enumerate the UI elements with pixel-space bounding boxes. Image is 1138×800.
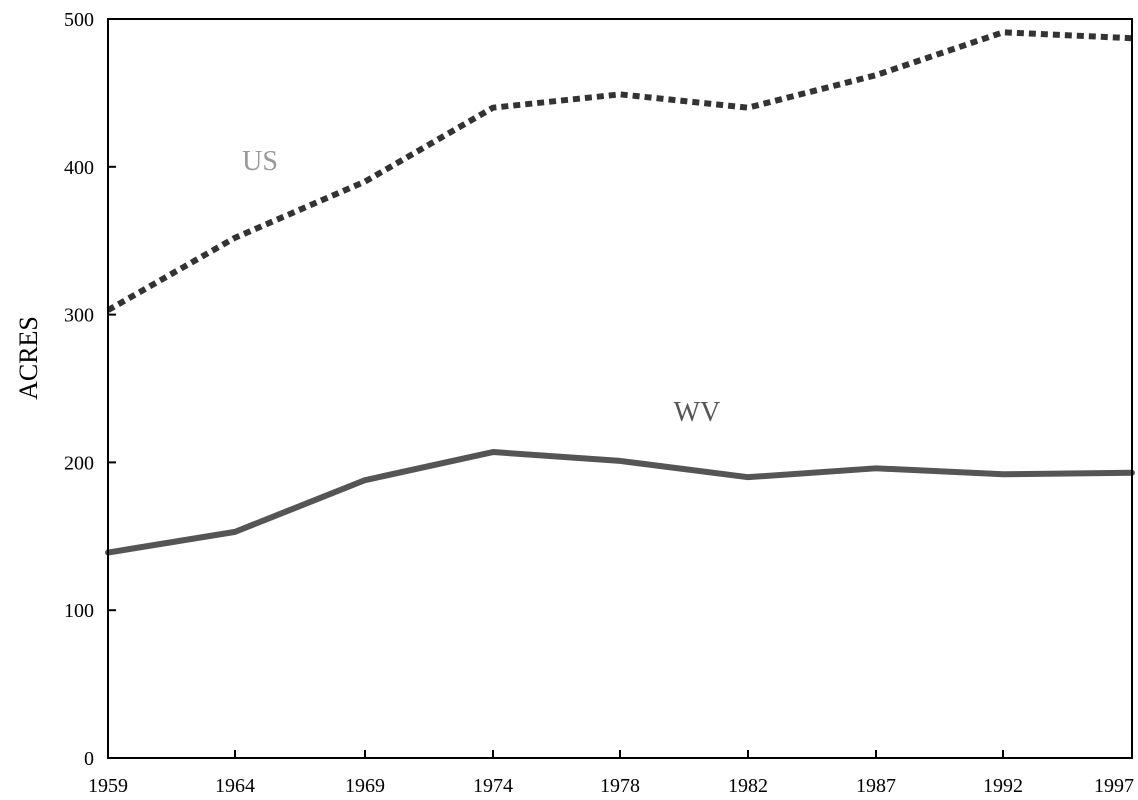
y-axis-title: ACRES — [14, 316, 43, 400]
x-tick-label: 1964 — [215, 775, 255, 797]
series-line-us — [106, 29, 1133, 313]
x-tick-label: 1992 — [983, 775, 1023, 797]
x-tick-label: 1959 — [88, 775, 128, 797]
series-label-wv: WV — [674, 397, 721, 428]
x-tick-label: 1982 — [728, 775, 768, 797]
y-tick-label: 100 — [64, 600, 94, 622]
series-layer — [105, 29, 1135, 556]
x-tick-label: 1987 — [856, 775, 896, 797]
y-tick-label: 400 — [64, 157, 94, 179]
x-tick-label: 1978 — [600, 775, 640, 797]
x-tick-label: 1997 — [1094, 775, 1134, 797]
x-tick-label: 1974 — [473, 775, 513, 797]
axis-ticks — [107, 18, 1133, 759]
y-tick-label: 300 — [64, 305, 94, 327]
y-tick-label: 0 — [84, 748, 94, 770]
x-tick-label: 1969 — [345, 775, 385, 797]
y-tick-label: 200 — [64, 452, 94, 474]
series-line-wv — [105, 449, 1135, 556]
plot-area-frame — [107, 18, 1133, 759]
series-labels: US WV — [242, 146, 720, 428]
axis-tick-labels: 0 100 200 300 400 500 1959 1964 1969 1974 1978 1982… — [64, 9, 1134, 797]
series-label-us: US — [242, 146, 278, 177]
y-tick-label: 500 — [64, 9, 94, 31]
